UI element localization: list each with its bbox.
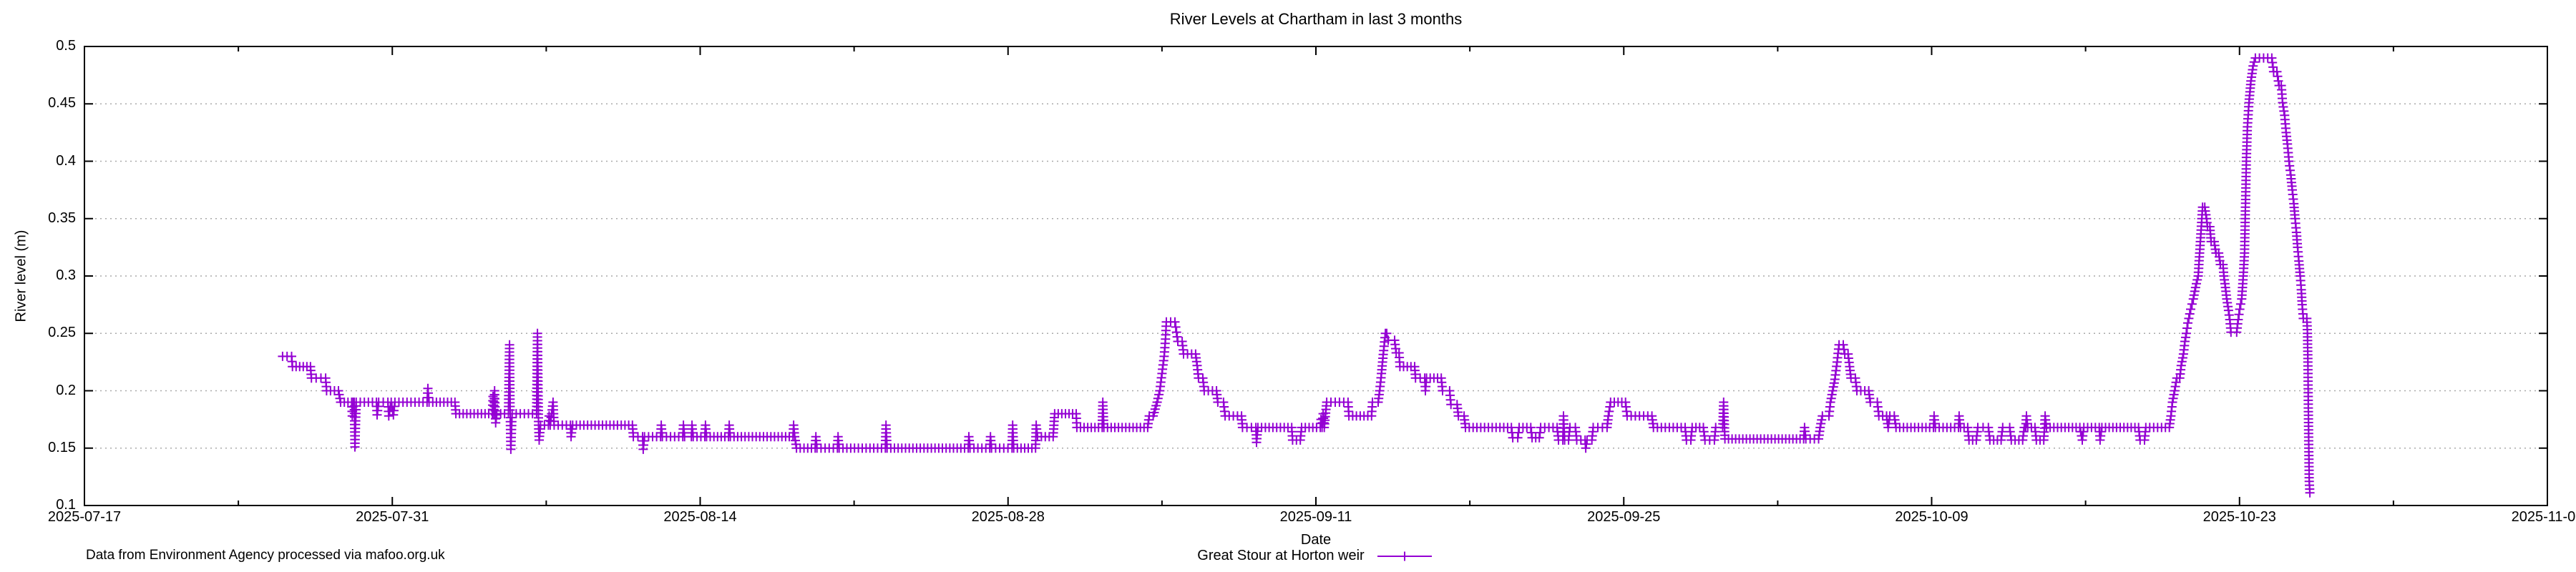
y-tick-label: 0.1: [56, 497, 76, 513]
legend-line-sample: [1377, 551, 1432, 561]
legend-label: Great Stour at Horton weir: [1197, 548, 1365, 563]
y-tick-label: 0.4: [56, 152, 76, 169]
y-tick-label: 0.2: [56, 382, 76, 398]
y-tick-label: 0.15: [48, 439, 76, 455]
x-tick-label: 2025-08-14: [663, 509, 737, 525]
series-markers: [278, 53, 2315, 498]
x-tick-label: 2025-09-25: [1587, 509, 1661, 525]
y-tick-label: 0.35: [48, 209, 76, 226]
plot-border: [84, 46, 2548, 506]
x-tick-label: 2025-08-28: [971, 509, 1045, 525]
y-tick-label: 0.25: [48, 325, 76, 341]
axis-ticks: [84, 46, 2548, 506]
legend: Great Stour at Horton weir: [84, 548, 2547, 564]
y-tick-label: 0.45: [48, 95, 76, 112]
x-tick-label: 2025-11-06: [2511, 509, 2576, 525]
y-tick-label: 0.3: [56, 267, 76, 283]
chart-title: River Levels at Chartham in last 3 month…: [1169, 10, 1463, 28]
x-axis-title: Date: [1300, 532, 1332, 548]
x-tick-label: 2025-10-23: [2202, 509, 2276, 525]
x-tick-label: 2025-09-11: [1279, 509, 1352, 525]
data-source-caption: Data from Environment Agency processed v…: [86, 548, 445, 563]
x-tick-label: 2025-10-09: [1895, 509, 1968, 525]
y-tick-label: 0.5: [56, 38, 76, 54]
x-tick-label: 2025-07-17: [47, 509, 122, 525]
x-tick-label: 2025-07-31: [356, 509, 429, 525]
